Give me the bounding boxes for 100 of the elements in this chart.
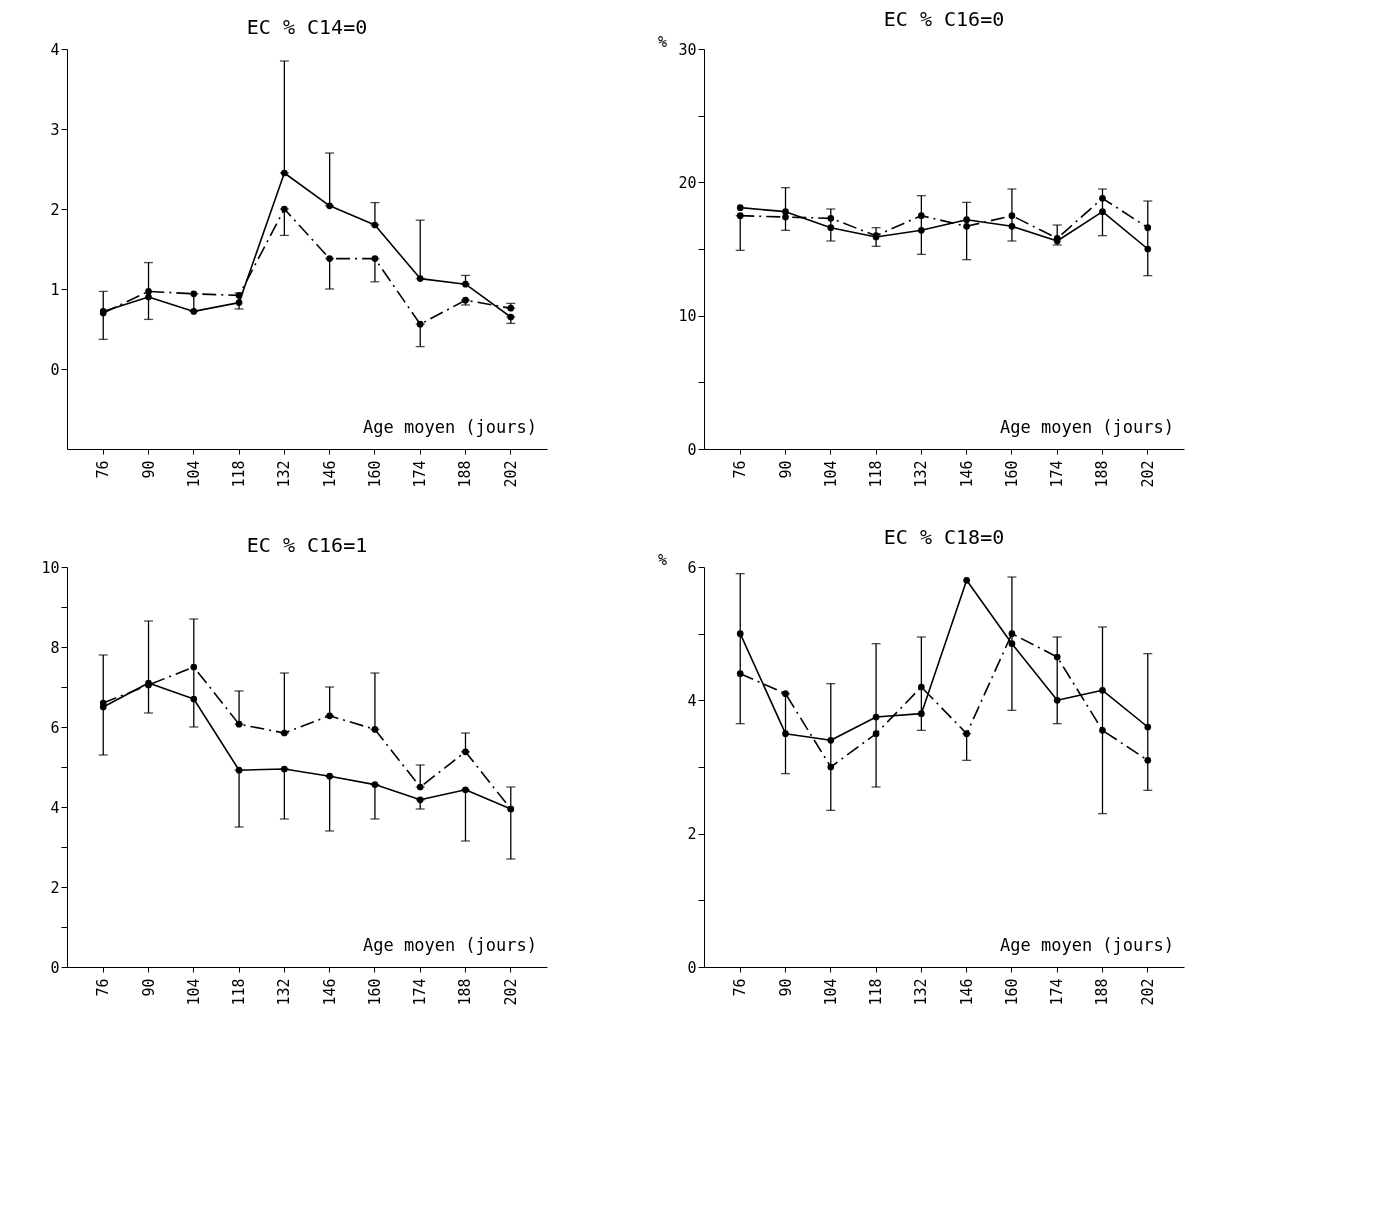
y-tick-label: 0	[687, 440, 697, 459]
y-tick-label: 2	[50, 878, 60, 897]
point	[918, 226, 925, 234]
y-tick-label: 6	[687, 558, 697, 577]
x-tick-label: 90	[139, 460, 158, 479]
point	[1008, 212, 1016, 220]
y-tick-label: 30	[678, 40, 697, 59]
point	[963, 222, 970, 230]
point	[918, 683, 925, 691]
x-tick-label: 202	[1138, 978, 1157, 1006]
x-tick-label: 132	[275, 978, 294, 1006]
x-tick-label: 90	[776, 978, 795, 997]
y-tick-label: 10	[41, 558, 60, 577]
point	[145, 288, 152, 295]
point	[963, 576, 970, 584]
x-tick-label: 188	[1093, 460, 1112, 488]
x-tick-label: 160	[365, 978, 384, 1006]
x-tick-label: 90	[776, 460, 795, 479]
y-tick-label: 10	[678, 307, 697, 326]
point	[736, 630, 744, 638]
point	[1099, 686, 1106, 694]
point	[190, 663, 198, 671]
x-tick-label: 76	[94, 978, 113, 997]
y-tick-label: 4	[50, 798, 60, 817]
y-tick-label: 1	[50, 280, 60, 299]
point	[782, 213, 789, 221]
x-tick-label: 104	[184, 978, 203, 1006]
x-tick-label: 146	[320, 978, 339, 1006]
y-tick-label: 2	[50, 200, 60, 219]
y-tick-label: 2	[687, 825, 697, 844]
point	[1008, 630, 1016, 638]
chart-title: EC % C16=1	[246, 533, 368, 557]
x-tick-label: 90	[139, 978, 158, 997]
x-tick-label: 160	[1002, 978, 1021, 1006]
x-tick-label: 160	[365, 460, 384, 488]
x-tick-label: 146	[957, 978, 976, 1006]
point	[1144, 723, 1152, 731]
y-tick-label: 4	[687, 691, 697, 710]
x-axis-title: Age moyen (jours)	[363, 935, 537, 955]
point	[145, 293, 152, 301]
y-tick-label: 4	[50, 40, 60, 59]
x-tick-label: 118	[867, 460, 886, 488]
point	[1053, 653, 1061, 661]
x-tick-label: 202	[501, 460, 520, 488]
point	[918, 212, 925, 220]
chart-title: EC % C18=0	[883, 525, 1005, 549]
x-tick-label: 160	[1002, 460, 1021, 488]
x-tick-label: 132	[912, 978, 931, 1006]
x-tick-label: 132	[275, 460, 294, 488]
x-axis-title: Age moyen (jours)	[363, 417, 537, 437]
x-axis-title: Age moyen (jours)	[1000, 935, 1174, 955]
chart-title: EC % C16=0	[883, 7, 1005, 31]
point	[918, 710, 925, 718]
x-tick-label: 118	[230, 978, 249, 1006]
y-tick-label: 0	[50, 360, 60, 379]
y-tick-label: 0	[687, 958, 697, 977]
x-tick-label: 104	[184, 460, 203, 488]
point	[1099, 194, 1106, 202]
y-axis-title: %	[657, 550, 668, 569]
x-tick-label: 76	[731, 460, 750, 479]
x-tick-label: 146	[320, 460, 339, 488]
x-tick-label: 188	[456, 460, 475, 488]
point	[99, 699, 107, 707]
point	[1144, 245, 1152, 253]
x-tick-label: 174	[1048, 978, 1067, 1006]
point	[963, 216, 970, 224]
point	[235, 299, 243, 306]
point	[1099, 726, 1106, 734]
x-tick-label: 146	[957, 460, 976, 488]
point	[736, 670, 744, 678]
x-tick-label: 76	[731, 978, 750, 997]
point	[827, 214, 835, 222]
x-tick-label: 202	[1138, 460, 1157, 488]
x-tick-label: 104	[821, 978, 840, 1006]
point	[736, 204, 744, 212]
point	[1144, 756, 1152, 764]
point	[1099, 208, 1106, 216]
point	[872, 730, 880, 738]
chart-title: EC % C14=0	[246, 15, 368, 39]
point	[827, 224, 835, 232]
x-axis-title: Age moyen (jours)	[1000, 417, 1174, 437]
x-tick-label: 118	[867, 978, 886, 1006]
x-tick-label: 174	[411, 978, 430, 1006]
y-tick-label: 20	[678, 173, 697, 192]
x-tick-label: 104	[821, 460, 840, 488]
x-tick-label: 76	[94, 460, 113, 479]
point	[235, 292, 243, 299]
point	[1144, 224, 1152, 232]
point	[1008, 640, 1016, 648]
y-tick-label: 8	[50, 638, 60, 657]
x-tick-label: 202	[501, 978, 520, 1006]
x-tick-label: 174	[1048, 460, 1067, 488]
y-tick-label: 6	[50, 718, 60, 737]
x-tick-label: 132	[912, 460, 931, 488]
y-tick-label: 0	[50, 958, 60, 977]
x-tick-label: 118	[230, 460, 249, 488]
x-tick-label: 188	[1093, 978, 1112, 1006]
x-tick-label: 188	[456, 978, 475, 1006]
point	[827, 763, 835, 771]
x-tick-label: 174	[411, 460, 430, 488]
